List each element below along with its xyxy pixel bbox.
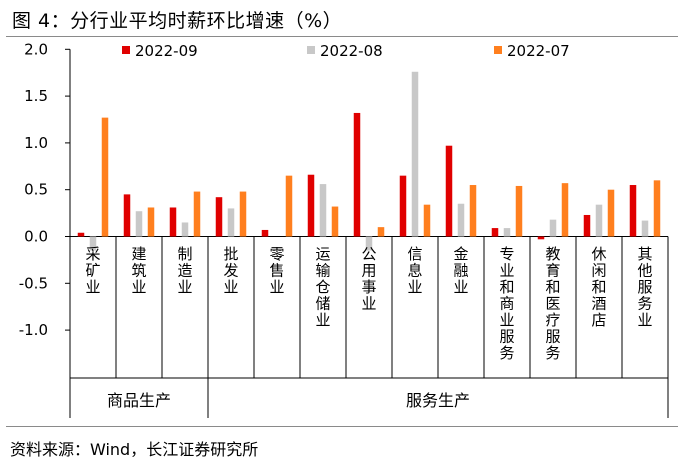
bar-2022-07-其他服务业	[653, 180, 661, 237]
bar-2022-09-制造业	[169, 207, 177, 237]
bar-2022-09-信息业	[399, 175, 407, 237]
bar-2022-08-公用事业	[365, 236, 373, 251]
bar-2022-07-采矿业	[101, 117, 109, 237]
bar-2022-07-休闲和酒店	[607, 189, 615, 237]
bar-2022-09-零售业	[261, 229, 269, 237]
bar-2022-08-其他服务业	[641, 220, 649, 237]
figure-title: 图 4：分行业平均时薪环比增速（%）	[12, 10, 343, 32]
category-label: 其他服务业	[637, 245, 652, 329]
legend-label: 2022-07	[507, 42, 570, 60]
y-tick-label: -0.5	[19, 274, 48, 292]
bar-2022-07-运输仓储业	[331, 206, 339, 237]
y-tick-label: -1.0	[19, 321, 48, 339]
figure-header: 图 4：分行业平均时薪环比增速（%）	[6, 4, 678, 37]
legend-swatch-2022-09	[122, 46, 130, 54]
category-label: 信息业	[407, 245, 422, 296]
category-label: 零售业	[269, 245, 284, 296]
bar-2022-07-公用事业	[377, 227, 385, 237]
bar-2022-09-金融业	[445, 145, 453, 237]
bar-2022-07-制造业	[193, 191, 201, 237]
bar-2022-07-教育和医疗服务	[561, 183, 569, 237]
category-label: 运输仓储业	[315, 245, 330, 329]
bar-2022-08-信息业	[411, 71, 419, 237]
category-label: 批发业	[223, 245, 238, 296]
bar-2022-07-金融业	[469, 185, 477, 237]
category-axis-layer: 采矿业 建筑业 制造业 批发业 零售业 运输仓储业 公用事业 信息业 金融业 专业和商业服务 教育和…	[69, 236, 669, 418]
y-tick-label: 1.5	[24, 87, 48, 105]
legend: 2022-09 2022-08 2022-07	[122, 42, 570, 60]
category-label: 公用事业	[361, 245, 376, 313]
title-divider	[6, 36, 678, 37]
bar-2022-08-运输仓储业	[319, 184, 327, 237]
category-label: 采矿业	[85, 245, 100, 296]
bar-2022-08-采矿业	[89, 236, 97, 251]
bar-2022-07-建筑业	[147, 207, 155, 237]
legend-swatch-2022-07	[494, 46, 502, 54]
y-tick-label: 2.0	[24, 40, 48, 58]
bar-2022-07-信息业	[423, 204, 431, 237]
bar-2022-08-金融业	[457, 203, 465, 237]
category-label: 建筑业	[131, 245, 146, 296]
bar-2022-08-休闲和酒店	[595, 204, 603, 237]
bar-2022-09-其他服务业	[629, 185, 637, 237]
category-label: 教育和医疗服务	[545, 245, 560, 362]
category-label: 专业和商业服务	[499, 245, 514, 362]
bar-2022-07-专业和商业服务	[515, 185, 523, 237]
bar-2022-08-制造业	[181, 222, 189, 237]
bar-2022-09-休闲和酒店	[583, 214, 591, 237]
bar-2022-09-批发业	[215, 197, 223, 237]
legend-label: 2022-09	[135, 42, 198, 60]
bar-2022-09-专业和商业服务	[491, 228, 499, 237]
bar-2022-09-建筑业	[123, 194, 131, 237]
bars-layer	[77, 71, 661, 251]
bar-2022-09-运输仓储业	[307, 174, 315, 237]
category-label: 制造业	[177, 245, 192, 296]
chart-area: 2.0 1.5 1.0 0.5 0.0 -0.5 -1.0 采矿业 建筑业 制造业 批发业 零售业 运…	[19, 40, 669, 418]
bar-2022-08-批发业	[227, 208, 235, 237]
source-note: 资料来源：Wind，长江证券研究所	[10, 440, 259, 459]
bar-2022-07-批发业	[239, 191, 247, 237]
bar-2022-08-建筑业	[135, 211, 143, 237]
bar-2022-08-专业和商业服务	[503, 228, 511, 237]
legend-swatch-2022-08	[307, 46, 315, 54]
y-tick-label: 0.5	[24, 181, 48, 199]
y-tick-label: 1.0	[24, 134, 48, 152]
group-label: 商品生产	[107, 391, 171, 410]
group-label: 服务生产	[406, 391, 470, 410]
source-divider	[6, 426, 678, 427]
bar-2022-08-教育和医疗服务	[549, 219, 557, 237]
bar-2022-09-公用事业	[353, 112, 361, 237]
legend-label: 2022-08	[320, 42, 383, 60]
bar-2022-09-教育和医疗服务	[537, 236, 545, 240]
category-label: 金融业	[453, 245, 468, 296]
axes-layer: 2.0 1.5 1.0 0.5 0.0 -0.5 -1.0	[19, 40, 668, 377]
category-label: 休闲和酒店	[591, 245, 606, 329]
bar-2022-07-零售业	[285, 175, 293, 237]
y-tick-label: 0.0	[24, 228, 48, 246]
bar-2022-09-采矿业	[77, 232, 85, 237]
